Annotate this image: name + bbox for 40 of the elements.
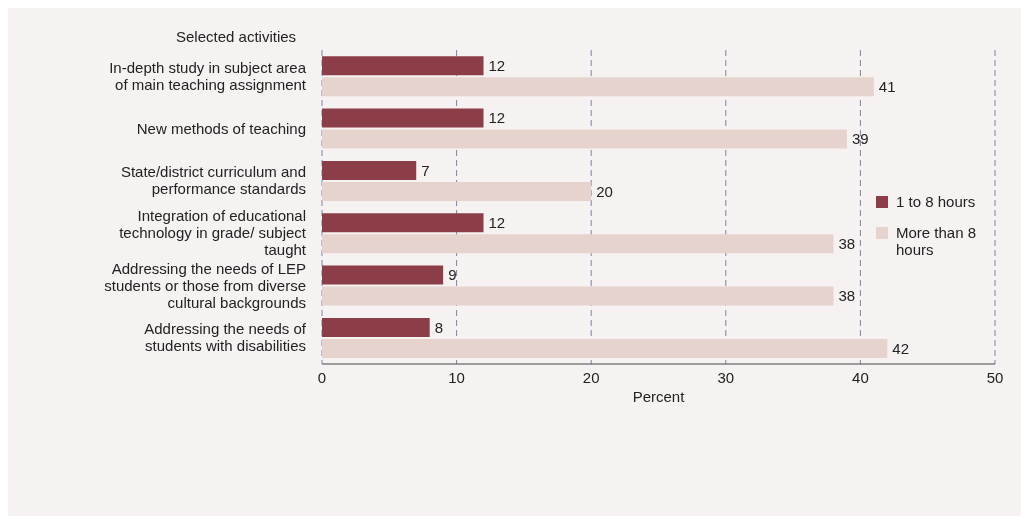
- x-tick-label: 20: [582, 368, 600, 386]
- data-label: 42: [892, 339, 910, 357]
- bar: [322, 234, 834, 254]
- bar: [322, 338, 888, 358]
- x-tick-label: 10: [448, 368, 465, 386]
- x-tick-label: 50: [986, 368, 1004, 386]
- bar: [322, 77, 874, 97]
- bar: [322, 317, 430, 337]
- legend-label: More than 8 hours: [896, 224, 978, 258]
- x-tick-label: 0: [317, 368, 327, 386]
- data-label: 41: [878, 78, 896, 96]
- data-label: 7: [421, 161, 430, 179]
- y-tick-label: State/district curriculum and performance standards: [120, 163, 306, 198]
- data-label: 20: [596, 182, 613, 200]
- x-tick-label: 30: [717, 368, 735, 386]
- data-label: 12: [488, 57, 506, 75]
- x-axis-title: Percent: [632, 388, 686, 405]
- data-label: 12: [488, 109, 506, 127]
- bar: [322, 160, 417, 180]
- bar: [322, 213, 484, 233]
- y-tick-label: Integration of educational technology in grade/ subject taught: [119, 207, 307, 259]
- y-tick-label: In-depth study in subject area of main teaching assignment: [109, 58, 307, 93]
- y-tick-label: Addressing the needs of LEP students or those from diverse cultural backgrounds: [104, 259, 306, 311]
- bar: [322, 286, 834, 306]
- x-tick-label: 40: [852, 368, 869, 386]
- y-tick-label: New methods of teaching: [136, 119, 306, 137]
- bar: [322, 108, 484, 128]
- y-axis-title: Selected activities: [176, 28, 297, 45]
- legend-label: 1 to 8 hours: [896, 193, 977, 210]
- data-label: 8: [434, 318, 444, 336]
- bar: [322, 56, 484, 76]
- data-label: 9: [448, 266, 457, 284]
- y-tick-label: Addressing the needs of students with disabilities: [144, 320, 307, 355]
- data-label: 39: [851, 130, 869, 148]
- data-label: 38: [838, 287, 856, 305]
- data-label: 12: [488, 214, 506, 232]
- bar: [322, 181, 592, 201]
- bar: [322, 129, 847, 149]
- bar: [322, 265, 444, 285]
- data-label: 38: [838, 235, 856, 253]
